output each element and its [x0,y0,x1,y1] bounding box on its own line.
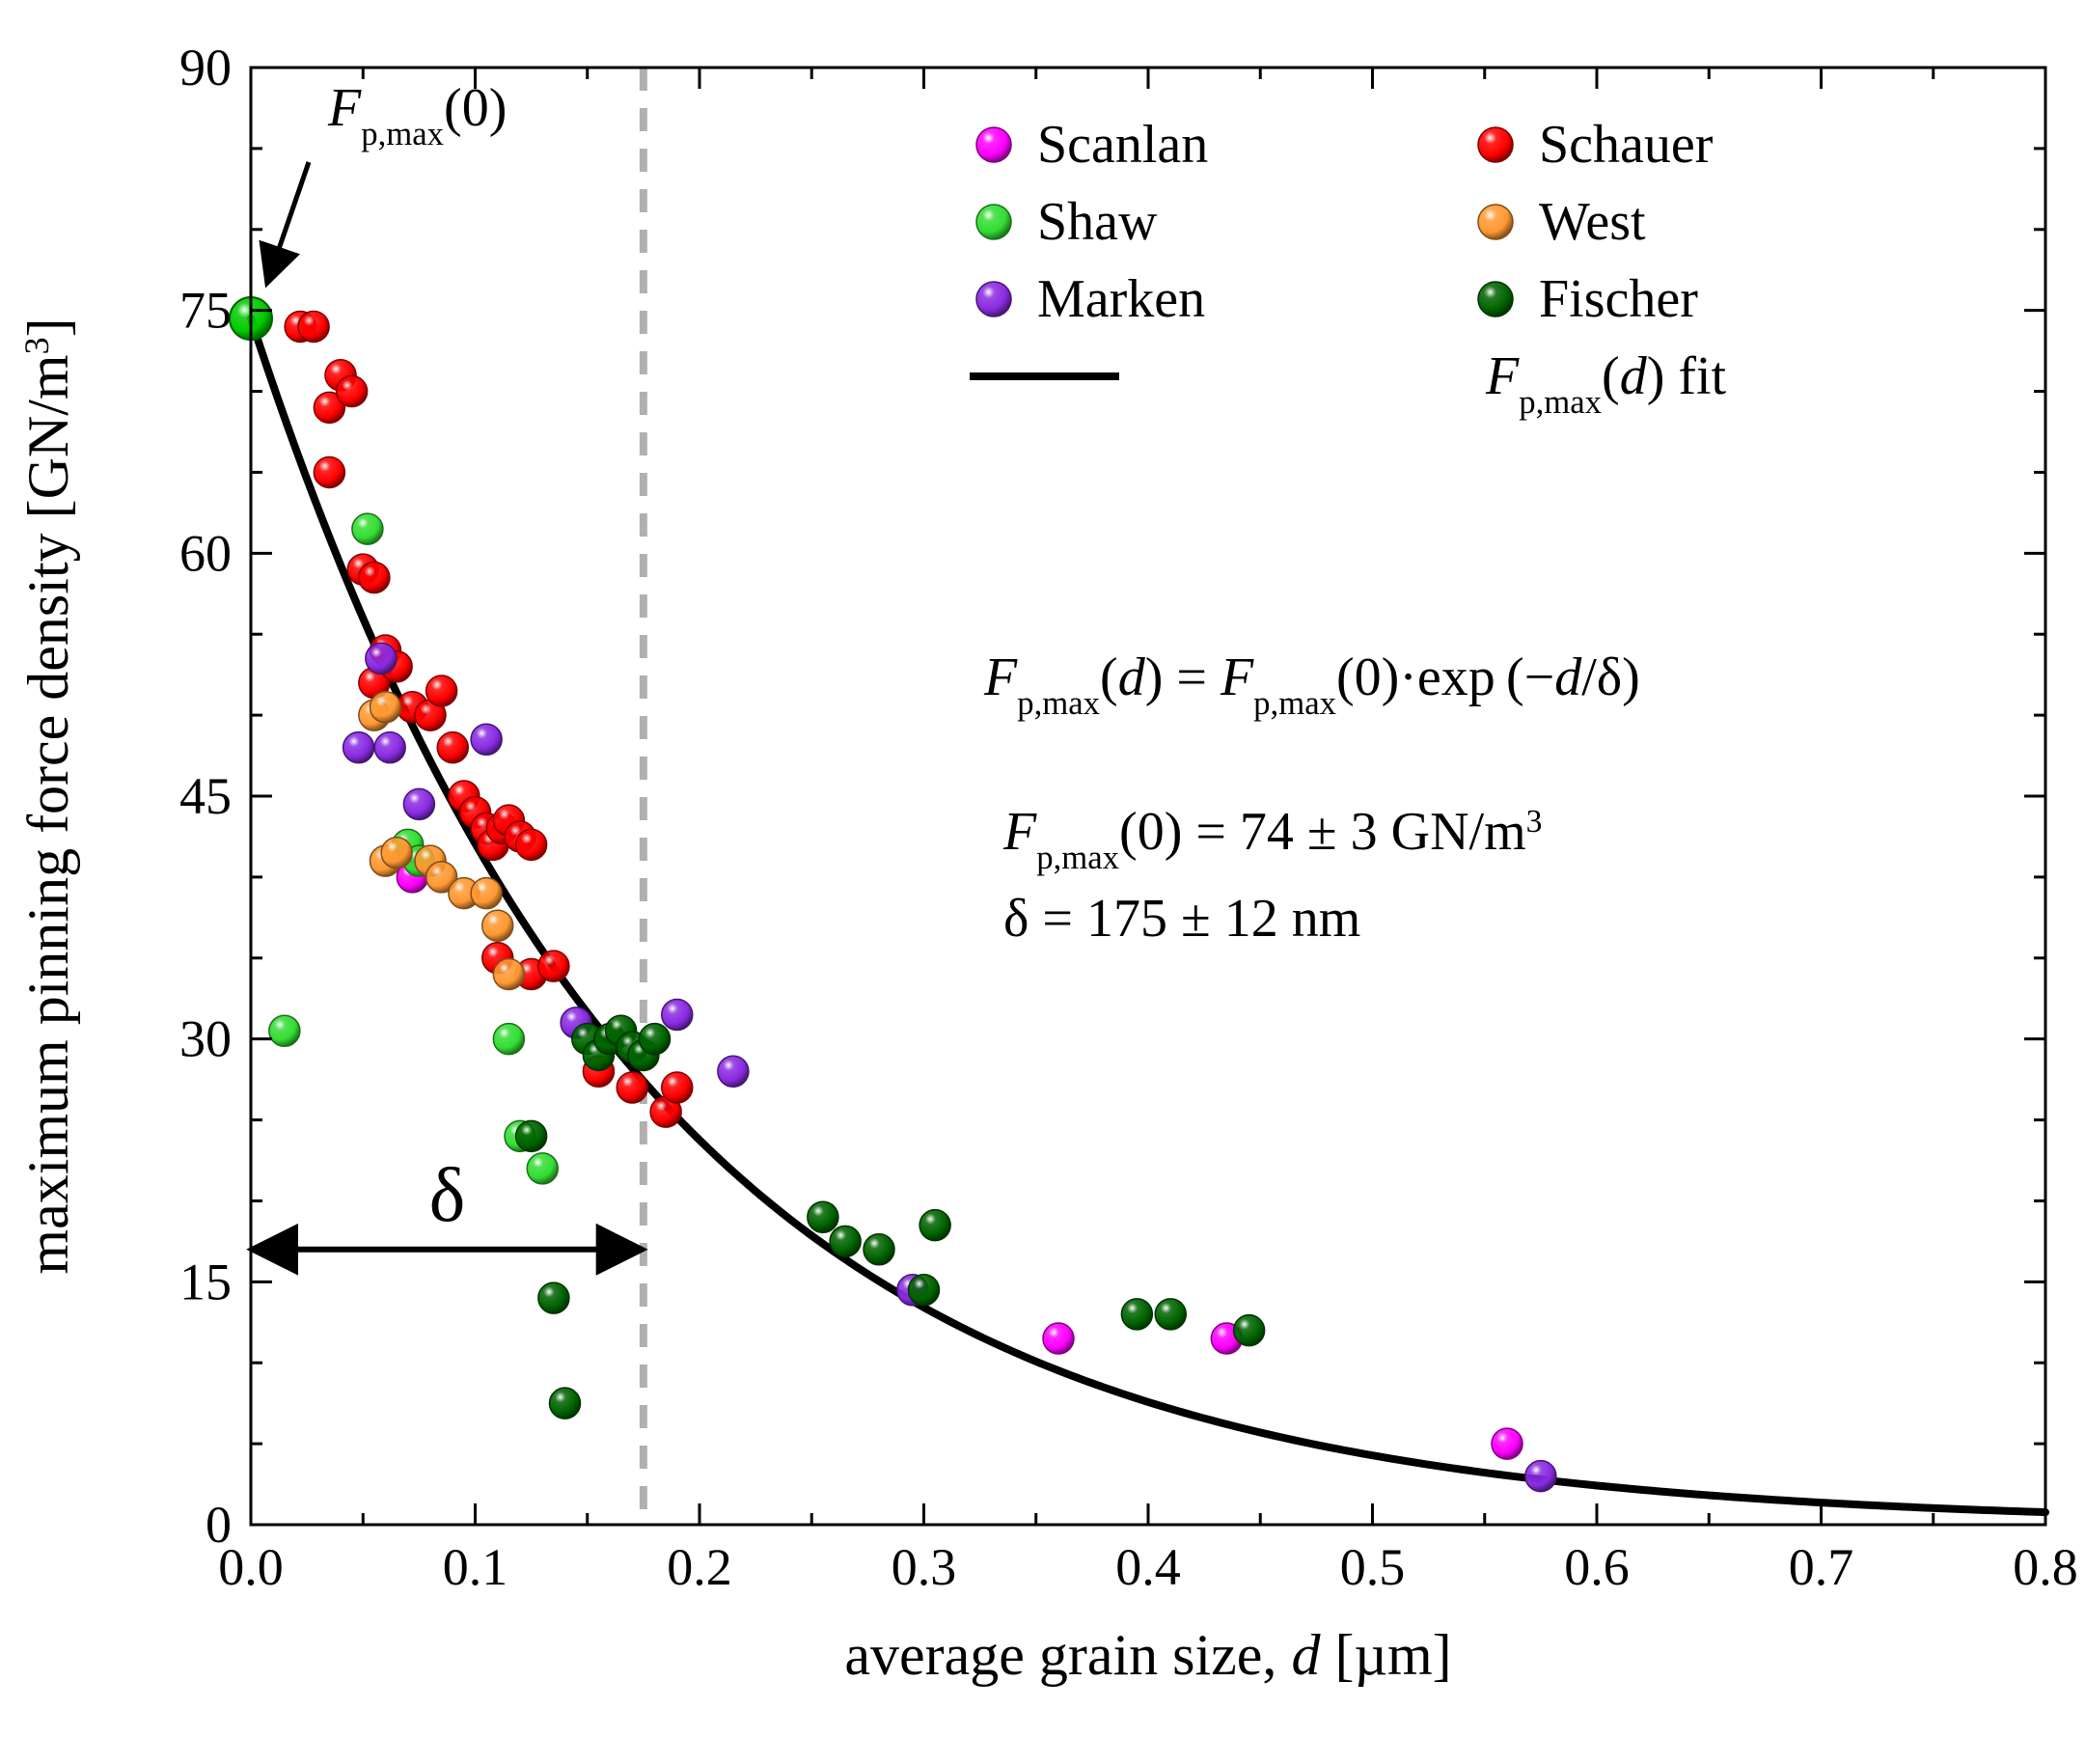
chart-container: 0.00.10.20.30.40.50.60.70.8average grain… [0,0,2085,1764]
data-point [640,1024,671,1055]
data-point [366,643,397,674]
data-point [381,838,412,868]
data-point [1121,1299,1152,1330]
data-point [1043,1323,1074,1354]
data-point [269,1015,300,1046]
data-point [426,675,457,706]
data-point [662,1072,693,1103]
data-point [359,563,390,593]
data-point [516,1120,547,1151]
data-point [337,376,368,407]
scatter-chart: 0.00.10.20.30.40.50.60.70.8average grain… [0,0,2085,1764]
data-point [538,1282,569,1313]
legend-marker [976,127,1011,162]
x-tick-label: 0.6 [1564,1538,1630,1596]
data-point [808,1201,838,1232]
data-point [403,788,434,819]
legend-label: Scanlan [1037,115,1208,175]
x-tick-label: 0.3 [892,1538,957,1596]
data-point [370,692,401,723]
y-tick-label: 45 [179,767,232,825]
data-point [718,1056,749,1087]
data-point [471,724,502,755]
data-point [437,732,468,763]
legend-label: Fischer [1539,269,1698,329]
data-point [471,878,502,909]
data-point [493,959,524,990]
data-point [482,910,513,941]
legend-fit-label: Fp,max(d) fit [1485,346,1727,421]
x-tick-label: 0.5 [1340,1538,1406,1596]
legend-marker [1478,205,1513,239]
data-point [919,1210,950,1241]
y-tick-label: 60 [179,524,232,582]
series-marken [343,643,1556,1491]
x-tick-label: 0.4 [1115,1538,1181,1596]
data-point [374,732,405,763]
equation-f0: Fp,max(0) = 74 ± 3 GN/m3 [1002,802,1542,876]
y-tick-label: 75 [179,282,232,340]
y-tick-label: 15 [179,1253,232,1310]
data-point [314,456,344,487]
data-point [909,1275,940,1306]
legend-label: Schauer [1539,115,1714,175]
legend-marker [976,282,1011,317]
data-point [1492,1428,1523,1459]
legend-marker [976,205,1011,239]
equation-model: Fp,max(d) = Fp,max(0)·exp (−d/δ) [983,648,1640,722]
legend: Scanlan Schauer Shaw West Marken Fischer Fp,ma… [970,115,1727,421]
data-point [617,1072,647,1103]
data-point [343,732,374,763]
data-point [298,311,329,342]
x-axis-title: average grain size, d [µm] [844,1623,1451,1687]
data-point [527,1153,558,1184]
equation-delta: δ = 175 ± 12 nm [1003,889,1360,949]
delta-label: δ [429,1153,466,1238]
data-point [662,1000,693,1031]
data-point [516,829,547,860]
series-scanlan [397,862,1523,1459]
legend-label: Shaw [1037,192,1158,252]
legend-label: Marken [1037,269,1205,329]
data-point [493,1024,524,1055]
data-point [864,1234,894,1265]
data-point [352,513,383,544]
x-tick-label: 0.8 [2013,1538,2078,1596]
x-tick-label: 0.1 [443,1538,508,1596]
data-point [1234,1315,1265,1346]
data-point [830,1226,861,1256]
fpmax0-arrow [268,162,309,280]
series-schauer [285,311,693,1127]
x-tick-label: 0.7 [1789,1538,1854,1596]
legend-marker [1478,282,1513,317]
data-point [1525,1461,1556,1492]
legend-marker [1478,127,1513,162]
x-tick-label: 0.2 [667,1538,732,1596]
y-tick-label: 0 [206,1496,232,1554]
y-tick-label: 30 [179,1010,232,1068]
data-point [1155,1299,1186,1330]
y-tick-label: 90 [179,39,232,96]
data-point [538,951,569,981]
data-point [550,1388,581,1419]
fpmax0-label: Fp,max(0) [327,78,507,152]
y-axis-title: maximum pinning force density [GN/m3] [16,317,80,1274]
legend-label: West [1539,192,1646,252]
